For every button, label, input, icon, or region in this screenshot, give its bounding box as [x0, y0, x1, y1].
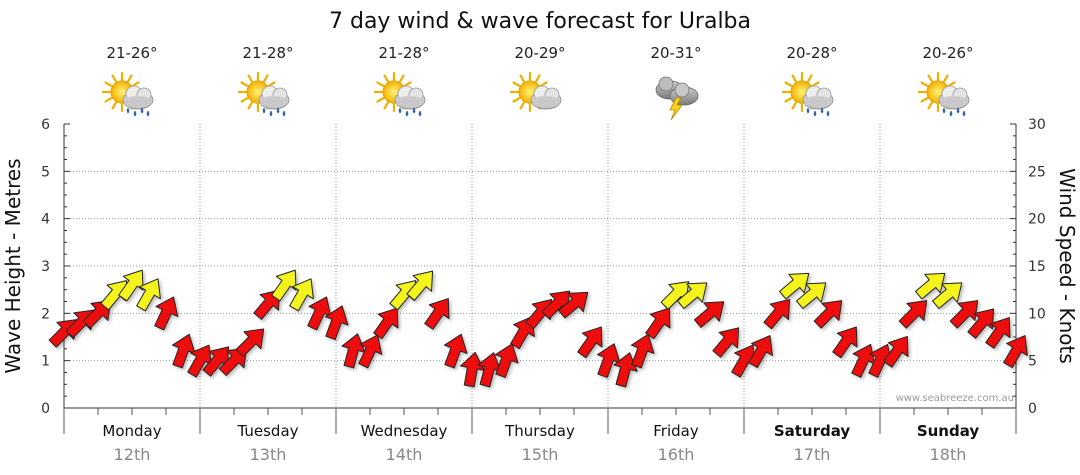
- right-tick-label: 0: [1028, 401, 1037, 417]
- left-tick-label: 3: [41, 259, 50, 275]
- wind-arrow: [424, 298, 450, 330]
- day-date: 14th: [386, 445, 423, 464]
- wind-arrow: [460, 351, 485, 388]
- wind-arrow: [645, 307, 671, 340]
- wind-arrow: [494, 343, 519, 378]
- wind-arrow: [813, 300, 843, 329]
- wind-arrow: [832, 326, 858, 359]
- sun-cloud-showers-icon: [917, 71, 970, 117]
- right-tick-label: 15: [1028, 259, 1046, 275]
- sun-cloud-showers-icon: [781, 71, 834, 117]
- wind-arrow: [235, 328, 265, 358]
- day-name: Saturday: [774, 422, 851, 440]
- temperature-row: 21-26° 21-28° 21-28° 20-29° 20-31° 20-28° 20-2…: [106, 44, 973, 62]
- temperature-range: 20-28°: [786, 44, 837, 62]
- wind-arrow: [136, 278, 161, 312]
- wind-arrow: [1003, 335, 1028, 369]
- sun-cloud-showers-icon: [101, 71, 154, 117]
- wind-arrow: [82, 300, 112, 329]
- wind-arrow: [253, 289, 281, 320]
- wind-arrow: [613, 352, 638, 388]
- wind-arrow: [985, 317, 1011, 349]
- day-date: 17th: [794, 445, 831, 464]
- watermark: www.seabreeze.com.au: [896, 393, 1014, 404]
- wind-arrow: [289, 278, 314, 312]
- right-tick-label: 30: [1028, 117, 1046, 133]
- wind-arrow: [630, 333, 655, 369]
- temperature-range: 20-31°: [650, 44, 701, 62]
- wind-arrow: [218, 347, 248, 377]
- left-axis-title: Wave Height - Metres: [1, 158, 25, 373]
- chart-title: 7 day wind & wave forecast for Uralba: [329, 9, 751, 34]
- day-date: 15th: [522, 445, 559, 464]
- thunderstorm-icon: [655, 76, 699, 121]
- wind-arrow: [154, 296, 179, 331]
- temperature-range: 20-29°: [514, 44, 565, 62]
- grid-lines: [64, 124, 1016, 408]
- wind-arrow: [883, 335, 909, 368]
- wind-arrow: [558, 291, 589, 319]
- wind-arrow: [271, 269, 297, 302]
- day-date: 16th: [658, 445, 695, 464]
- sun-cloud-showers-icon: [237, 71, 290, 117]
- day-date: 13th: [250, 445, 287, 464]
- weather-icon-row: [101, 71, 970, 121]
- wind-arrow: [373, 307, 399, 340]
- wind-arrow: [694, 301, 725, 328]
- wind-arrow: [779, 272, 810, 300]
- day-date: 12th: [114, 445, 151, 464]
- wind-arrow: [915, 272, 946, 300]
- wind-arrows: [48, 269, 1028, 388]
- wind-arrow: [577, 326, 603, 359]
- temperature-range: 21-28°: [242, 44, 293, 62]
- temperature-range: 21-28°: [378, 44, 429, 62]
- right-axis-ticks: 0 5 10 15 20 25 30: [1028, 117, 1046, 417]
- right-tick-label: 25: [1028, 164, 1046, 180]
- wind-arrow: [796, 282, 827, 310]
- wind-arrow: [932, 282, 963, 310]
- sun-cloud-icon: [509, 71, 562, 113]
- wind-arrow: [358, 334, 383, 369]
- axes: [63, 123, 1017, 434]
- wind-arrow: [763, 299, 791, 330]
- wind-arrow: [712, 327, 740, 358]
- left-tick-label: 0: [41, 401, 50, 417]
- wind-arrow: [677, 282, 708, 310]
- day-name: Monday: [102, 422, 161, 440]
- day-date: 18th: [930, 445, 967, 464]
- wind-arrow: [967, 308, 995, 339]
- left-tick-label: 2: [41, 306, 50, 322]
- wind-arrow: [324, 305, 349, 341]
- wind-arrow: [443, 333, 468, 369]
- day-name: Tuesday: [236, 422, 298, 440]
- temperature-range: 21-26°: [106, 44, 157, 62]
- right-tick-label: 20: [1028, 212, 1046, 228]
- day-name: Sunday: [917, 422, 980, 440]
- wind-arrow: [406, 270, 434, 301]
- wind-arrow: [748, 335, 773, 369]
- wind-arrow: [118, 269, 144, 302]
- wind-arrow: [949, 300, 979, 329]
- sun-cloud-showers-icon: [373, 71, 426, 117]
- day-labels: Monday 12th Tuesday 13th Wednesday 14th Thursd…: [102, 422, 979, 464]
- day-name: Friday: [653, 422, 699, 440]
- right-tick-label: 10: [1028, 306, 1046, 322]
- temperature-range: 20-26°: [922, 44, 973, 62]
- left-tick-label: 5: [41, 164, 50, 180]
- left-tick-label: 6: [41, 117, 50, 133]
- right-tick-label: 5: [1028, 354, 1037, 370]
- day-name: Thursday: [504, 422, 575, 440]
- right-axis-title: Wind Speed - Knots: [1055, 168, 1079, 364]
- left-axis-ticks: 0 1 2 3 4 5 6: [41, 117, 50, 417]
- left-tick-label: 1: [41, 354, 50, 370]
- left-tick-label: 4: [41, 212, 50, 228]
- wind-arrow: [898, 300, 928, 329]
- day-name: Wednesday: [361, 422, 448, 440]
